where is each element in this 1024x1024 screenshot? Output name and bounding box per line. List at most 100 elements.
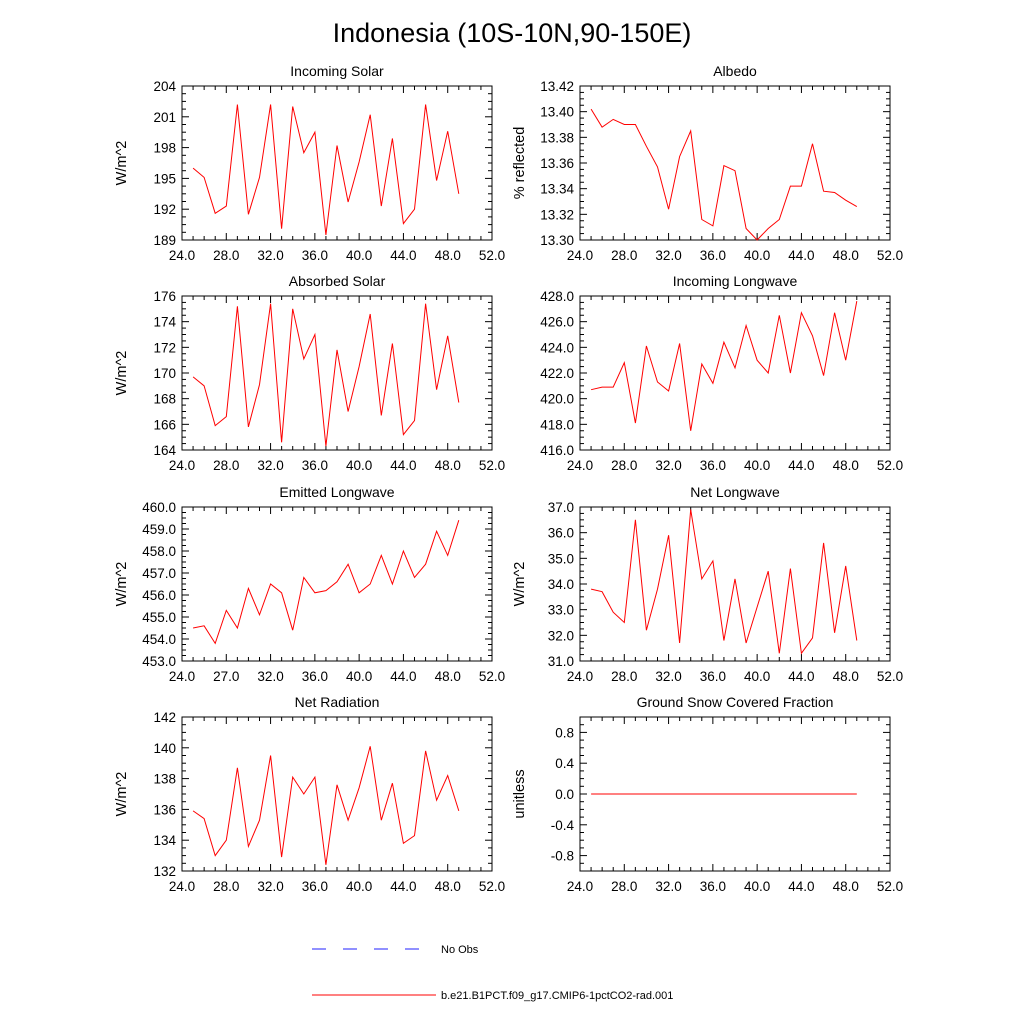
net-radiation-y-tick-label: 134 bbox=[153, 833, 176, 848]
ground-snow-covered-fraction-title: Ground Snow Covered Fraction bbox=[637, 694, 834, 710]
net-radiation-y-tick-label: 132 bbox=[153, 864, 176, 879]
net-longwave-x-tick-label: 24.0 bbox=[567, 669, 593, 684]
incoming-longwave-x-tick-label: 36.0 bbox=[700, 458, 726, 473]
net-radiation-x-tick-label: 32.0 bbox=[257, 879, 283, 894]
emitted-longwave-series-line bbox=[193, 520, 460, 645]
net-radiation-x-tick-label: 24.0 bbox=[169, 879, 195, 894]
emitted-longwave-y-tick-label: 459.0 bbox=[142, 522, 176, 537]
ground-snow-covered-fraction-x-tick-label: 48.0 bbox=[833, 879, 859, 894]
absorbed-solar-y-tick-label: 164 bbox=[153, 443, 176, 458]
emitted-longwave-x-tick-label: 32.0 bbox=[257, 669, 283, 684]
incoming-solar-y-tick-label: 201 bbox=[153, 110, 176, 125]
net-longwave-x-tick-label: 48.0 bbox=[833, 669, 859, 684]
incoming-solar-title: Incoming Solar bbox=[290, 63, 384, 79]
emitted-longwave-x-tick-label: 36.0 bbox=[302, 669, 328, 684]
absorbed-solar-y-tick-label: 176 bbox=[153, 289, 176, 304]
albedo-title: Albedo bbox=[713, 63, 757, 79]
absorbed-solar-y-tick-label: 170 bbox=[153, 366, 176, 381]
net-longwave-y-axis-label: W/m^2 bbox=[512, 562, 528, 607]
emitted-longwave-x-tick-label: 52.0 bbox=[479, 669, 505, 684]
emitted-longwave-y-tick-label: 453.0 bbox=[142, 654, 176, 669]
absorbed-solar-x-tick-label: 44.0 bbox=[390, 458, 416, 473]
incoming-longwave-x-tick-label: 24.0 bbox=[567, 458, 593, 473]
albedo-x-tick-label: 32.0 bbox=[655, 248, 681, 263]
albedo-x-tick-label: 48.0 bbox=[833, 248, 859, 263]
ground-snow-covered-fraction-x-tick-label: 44.0 bbox=[788, 879, 814, 894]
incoming-solar-series-line bbox=[192, 104, 460, 235]
ground-snow-covered-fraction-x-tick-label: 52.0 bbox=[877, 879, 903, 894]
net-longwave-y-tick-label: 34.0 bbox=[548, 577, 574, 592]
emitted-longwave-y-tick-label: 456.0 bbox=[142, 588, 176, 603]
incoming-solar-x-tick-label: 44.0 bbox=[390, 248, 416, 263]
emitted-longwave-y-axis-label: W/m^2 bbox=[114, 562, 130, 607]
albedo-y-tick-label: 13.36 bbox=[540, 156, 574, 171]
incoming-solar-x-tick-label: 28.0 bbox=[213, 248, 239, 263]
net-longwave-x-tick-label: 40.0 bbox=[744, 669, 770, 684]
incoming-solar-y-tick-label: 195 bbox=[153, 171, 176, 186]
net-radiation-x-tick-label: 52.0 bbox=[479, 879, 505, 894]
absorbed-solar-y-tick-label: 172 bbox=[153, 340, 176, 355]
panel-incoming-solar: Incoming Solar 24.0 28.0 32.0 36.0 40.0 44.0 48… bbox=[114, 63, 505, 263]
net-radiation-x-tick-label: 44.0 bbox=[390, 879, 416, 894]
albedo-y-axis-label: % reflected bbox=[512, 127, 528, 200]
net-radiation-y-tick-label: 138 bbox=[153, 772, 176, 787]
albedo-x-tick-label: 24.0 bbox=[567, 248, 593, 263]
emitted-longwave-x-tick-label: 44.0 bbox=[390, 669, 416, 684]
emitted-longwave-y-tick-label: 455.0 bbox=[142, 610, 176, 625]
panel-net-longwave: Net Longwave 24.0 28.0 32.0 36.0 40.0 44.0 48.0… bbox=[512, 484, 903, 684]
net-radiation-y-axis-label: W/m^2 bbox=[114, 772, 130, 817]
emitted-longwave-x-tick-label: 40.0 bbox=[346, 669, 372, 684]
net-longwave-y-tick-label: 37.0 bbox=[548, 500, 574, 515]
ground-snow-covered-fraction-x-tick-label: 32.0 bbox=[655, 879, 681, 894]
incoming-longwave-y-tick-label: 424.0 bbox=[540, 340, 574, 355]
panel-ground-snow-covered-fraction: Ground Snow Covered Fraction 24.0 28.0 32.0… bbox=[512, 694, 903, 894]
incoming-longwave-x-tick-label: 52.0 bbox=[877, 458, 903, 473]
incoming-solar-x-tick-label: 36.0 bbox=[302, 248, 328, 263]
absorbed-solar-x-tick-label: 52.0 bbox=[479, 458, 505, 473]
albedo-x-tick-label: 44.0 bbox=[788, 248, 814, 263]
net-radiation-x-tick-label: 48.0 bbox=[435, 879, 461, 894]
panel-albedo: Albedo 24.0 28.0 32.0 36.0 40.0 44.0 48.0 52.0 13… bbox=[512, 63, 903, 263]
emitted-longwave-y-tick-label: 458.0 bbox=[142, 544, 176, 559]
absorbed-solar-y-tick-label: 166 bbox=[153, 417, 176, 432]
absorbed-solar-x-tick-label: 28.0 bbox=[213, 458, 239, 473]
albedo-series-line bbox=[590, 108, 858, 241]
incoming-longwave-y-tick-label: 426.0 bbox=[540, 315, 574, 330]
ground-snow-covered-fraction-y-tick-label: 0.8 bbox=[555, 725, 574, 740]
legend: No Obs b.e21.B1PCT.f09_g17.CMIP6-1pctCO2… bbox=[312, 944, 673, 1002]
incoming-longwave-y-tick-label: 428.0 bbox=[540, 289, 574, 304]
net-longwave-x-tick-label: 36.0 bbox=[700, 669, 726, 684]
net-longwave-series-line bbox=[590, 509, 858, 655]
incoming-solar-y-tick-label: 192 bbox=[153, 202, 176, 217]
panel-emitted-longwave: Emitted Longwave 24.0 27.0 32.0 36.0 40.0 44.0… bbox=[114, 484, 505, 684]
incoming-solar-x-tick-label: 24.0 bbox=[169, 248, 195, 263]
net-radiation-y-tick-label: 136 bbox=[153, 802, 176, 817]
albedo-y-tick-label: 13.34 bbox=[540, 182, 574, 197]
ground-snow-covered-fraction-x-tick-label: 28.0 bbox=[611, 879, 637, 894]
albedo-y-tick-label: 13.30 bbox=[540, 233, 574, 248]
absorbed-solar-y-tick-label: 168 bbox=[153, 392, 176, 407]
incoming-longwave-y-tick-label: 422.0 bbox=[540, 366, 574, 381]
net-radiation-y-tick-label: 140 bbox=[153, 741, 176, 756]
net-radiation-y-tick-label: 142 bbox=[153, 710, 176, 725]
net-longwave-y-tick-label: 32.0 bbox=[548, 628, 574, 643]
absorbed-solar-x-tick-label: 24.0 bbox=[169, 458, 195, 473]
ground-snow-covered-fraction-y-tick-label: 0.4 bbox=[555, 756, 574, 771]
incoming-solar-y-tick-label: 189 bbox=[153, 233, 176, 248]
ground-snow-covered-fraction-y-tick-label: -0.8 bbox=[551, 849, 574, 864]
albedo-y-tick-label: 13.42 bbox=[540, 79, 574, 94]
net-longwave-y-tick-label: 33.0 bbox=[548, 603, 574, 618]
ground-snow-covered-fraction-x-tick-label: 24.0 bbox=[567, 879, 593, 894]
net-radiation-series-line bbox=[192, 746, 460, 865]
absorbed-solar-x-tick-label: 40.0 bbox=[346, 458, 372, 473]
incoming-longwave-y-tick-label: 416.0 bbox=[540, 443, 574, 458]
incoming-solar-x-tick-label: 40.0 bbox=[346, 248, 372, 263]
legend-no-obs-label: No Obs bbox=[441, 944, 479, 956]
net-longwave-y-tick-label: 36.0 bbox=[548, 526, 574, 541]
net-longwave-x-tick-label: 32.0 bbox=[655, 669, 681, 684]
absorbed-solar-title: Absorbed Solar bbox=[289, 273, 386, 289]
incoming-longwave-y-tick-label: 420.0 bbox=[540, 392, 574, 407]
albedo-y-tick-label: 13.32 bbox=[540, 207, 574, 222]
